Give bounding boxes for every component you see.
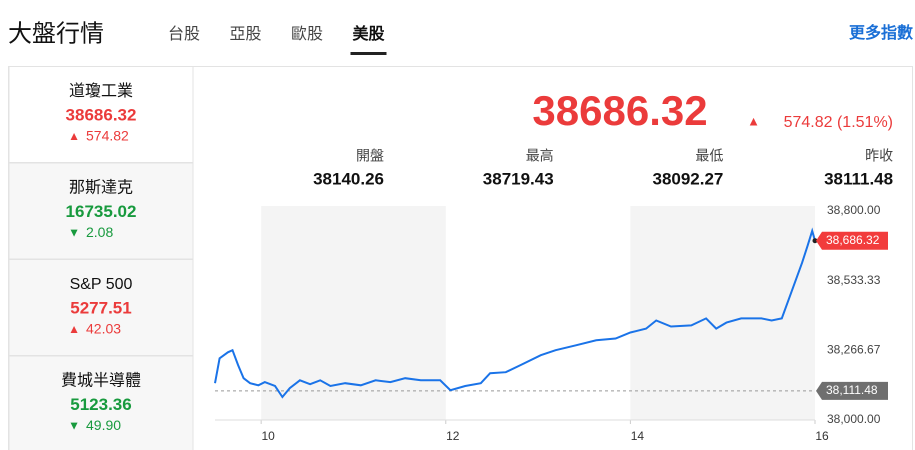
stat-label: 昨收 [865, 148, 893, 164]
stat-value: 38092.27 [652, 169, 723, 188]
stat-value: 38140.26 [313, 169, 384, 188]
index-card[interactable] [8, 355, 194, 450]
x-tick-label: 12 [446, 429, 460, 443]
last-price-label-box [816, 231, 888, 250]
y-tick-label: 38,266.67 [827, 343, 881, 357]
index-value: 5277.51 [70, 298, 131, 317]
index-name: S&P 500 [70, 276, 133, 293]
stat-label: 最低 [695, 148, 723, 164]
index-change: 574.82 [86, 128, 129, 144]
stat-label: 開盤 [356, 148, 384, 164]
index-name: 費城半導體 [61, 371, 141, 390]
x-tick-label: 14 [631, 429, 645, 443]
reference-label-box [816, 381, 888, 400]
x-tick-label: 10 [261, 429, 275, 443]
index-arrow: ▲ [68, 322, 80, 336]
y-tick-label: 38,800.00 [827, 203, 881, 217]
price: 38686.32 [532, 87, 707, 134]
last-point [812, 238, 818, 244]
y-tick-label: 38,000.00 [827, 412, 881, 426]
stat-label: 最高 [526, 148, 554, 164]
tab-underline [350, 52, 387, 55]
y-tick-label: 38,533.33 [827, 273, 881, 287]
index-value: 5123.36 [70, 395, 131, 414]
tab[interactable]: 台股 [168, 25, 200, 43]
index-arrow: ▼ [68, 419, 80, 433]
x-tick-label: 16 [815, 429, 829, 443]
index-change: 2.08 [86, 224, 113, 240]
reference-label: 38,111.48 [826, 383, 878, 397]
change: 574.82 (1.51%) [784, 114, 893, 131]
tab[interactable]: 美股 [352, 24, 385, 43]
index-name: 那斯達克 [69, 179, 133, 197]
tab[interactable]: 亞股 [229, 25, 261, 43]
index-arrow: ▲ [68, 129, 80, 143]
index-name: 道瓊工業 [69, 82, 133, 100]
tab[interactable]: 歐股 [291, 25, 323, 43]
last-price-label: 38,686.32 [826, 233, 880, 247]
index-card[interactable] [8, 162, 194, 260]
index-arrow: ▼ [68, 226, 80, 240]
index-value: 16735.02 [66, 202, 137, 221]
change-arrow: ▲ [747, 113, 760, 128]
index-change: 42.03 [86, 321, 121, 337]
price-line [214, 227, 816, 399]
session-band [630, 206, 815, 420]
page-title: 大盤行情 [8, 20, 104, 47]
index-value: 38686.32 [66, 105, 137, 124]
stat-value: 38719.43 [483, 169, 554, 188]
index-change: 49.90 [86, 417, 121, 433]
stat-value: 38111.48 [824, 169, 893, 188]
more-link[interactable]: 更多指數 [849, 23, 913, 42]
